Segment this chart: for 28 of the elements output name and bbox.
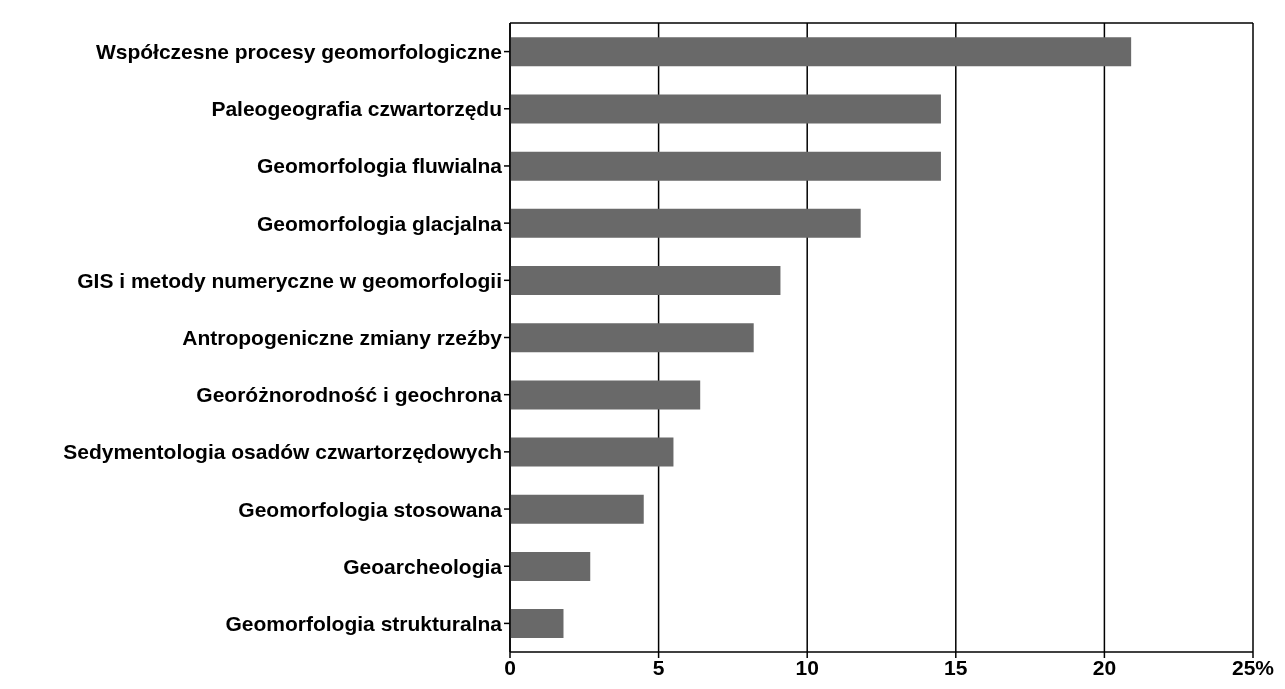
bar [510,437,674,467]
y-tick-label: Współczesne procesy geomorfologiczne [95,40,502,64]
bar [510,609,564,639]
bar [510,266,781,296]
bar [510,380,701,410]
y-tick-label: Geomorfologia fluwialna [256,154,503,178]
x-tick-label: 10 [795,655,819,679]
y-tick-label: Geomorfologia stosowana [238,497,503,521]
bar [510,551,591,581]
y-tick-label: Antropogeniczne zmiany rzeźby [182,325,503,349]
y-tick-label: Geomorfologia strukturalna [225,611,503,635]
bar [510,151,941,181]
y-tick-label: Geoarcheologia [343,554,503,578]
x-tick-label: 5 [652,655,665,679]
x-tick-label: 0 [504,655,516,679]
bar [510,494,644,524]
bar [510,94,941,124]
y-tick-label: Georóżnorodność i geochrona [196,383,503,407]
x-tick-label: 15 [944,655,968,679]
bar [510,37,1132,67]
y-tick-label: Paleogeografia czwartorzędu [211,97,502,121]
y-tick-label: GIS i metody numeryczne w geomorfologii [77,268,502,292]
y-tick-label: Sedymentologia osadów czwartorzędowych [63,440,502,464]
x-tick-label: 20 [1092,655,1117,679]
x-tick-label: 25% [1231,655,1275,679]
bar [510,323,754,353]
bar [510,208,861,238]
y-tick-label: Geomorfologia glacjalna [256,211,503,235]
